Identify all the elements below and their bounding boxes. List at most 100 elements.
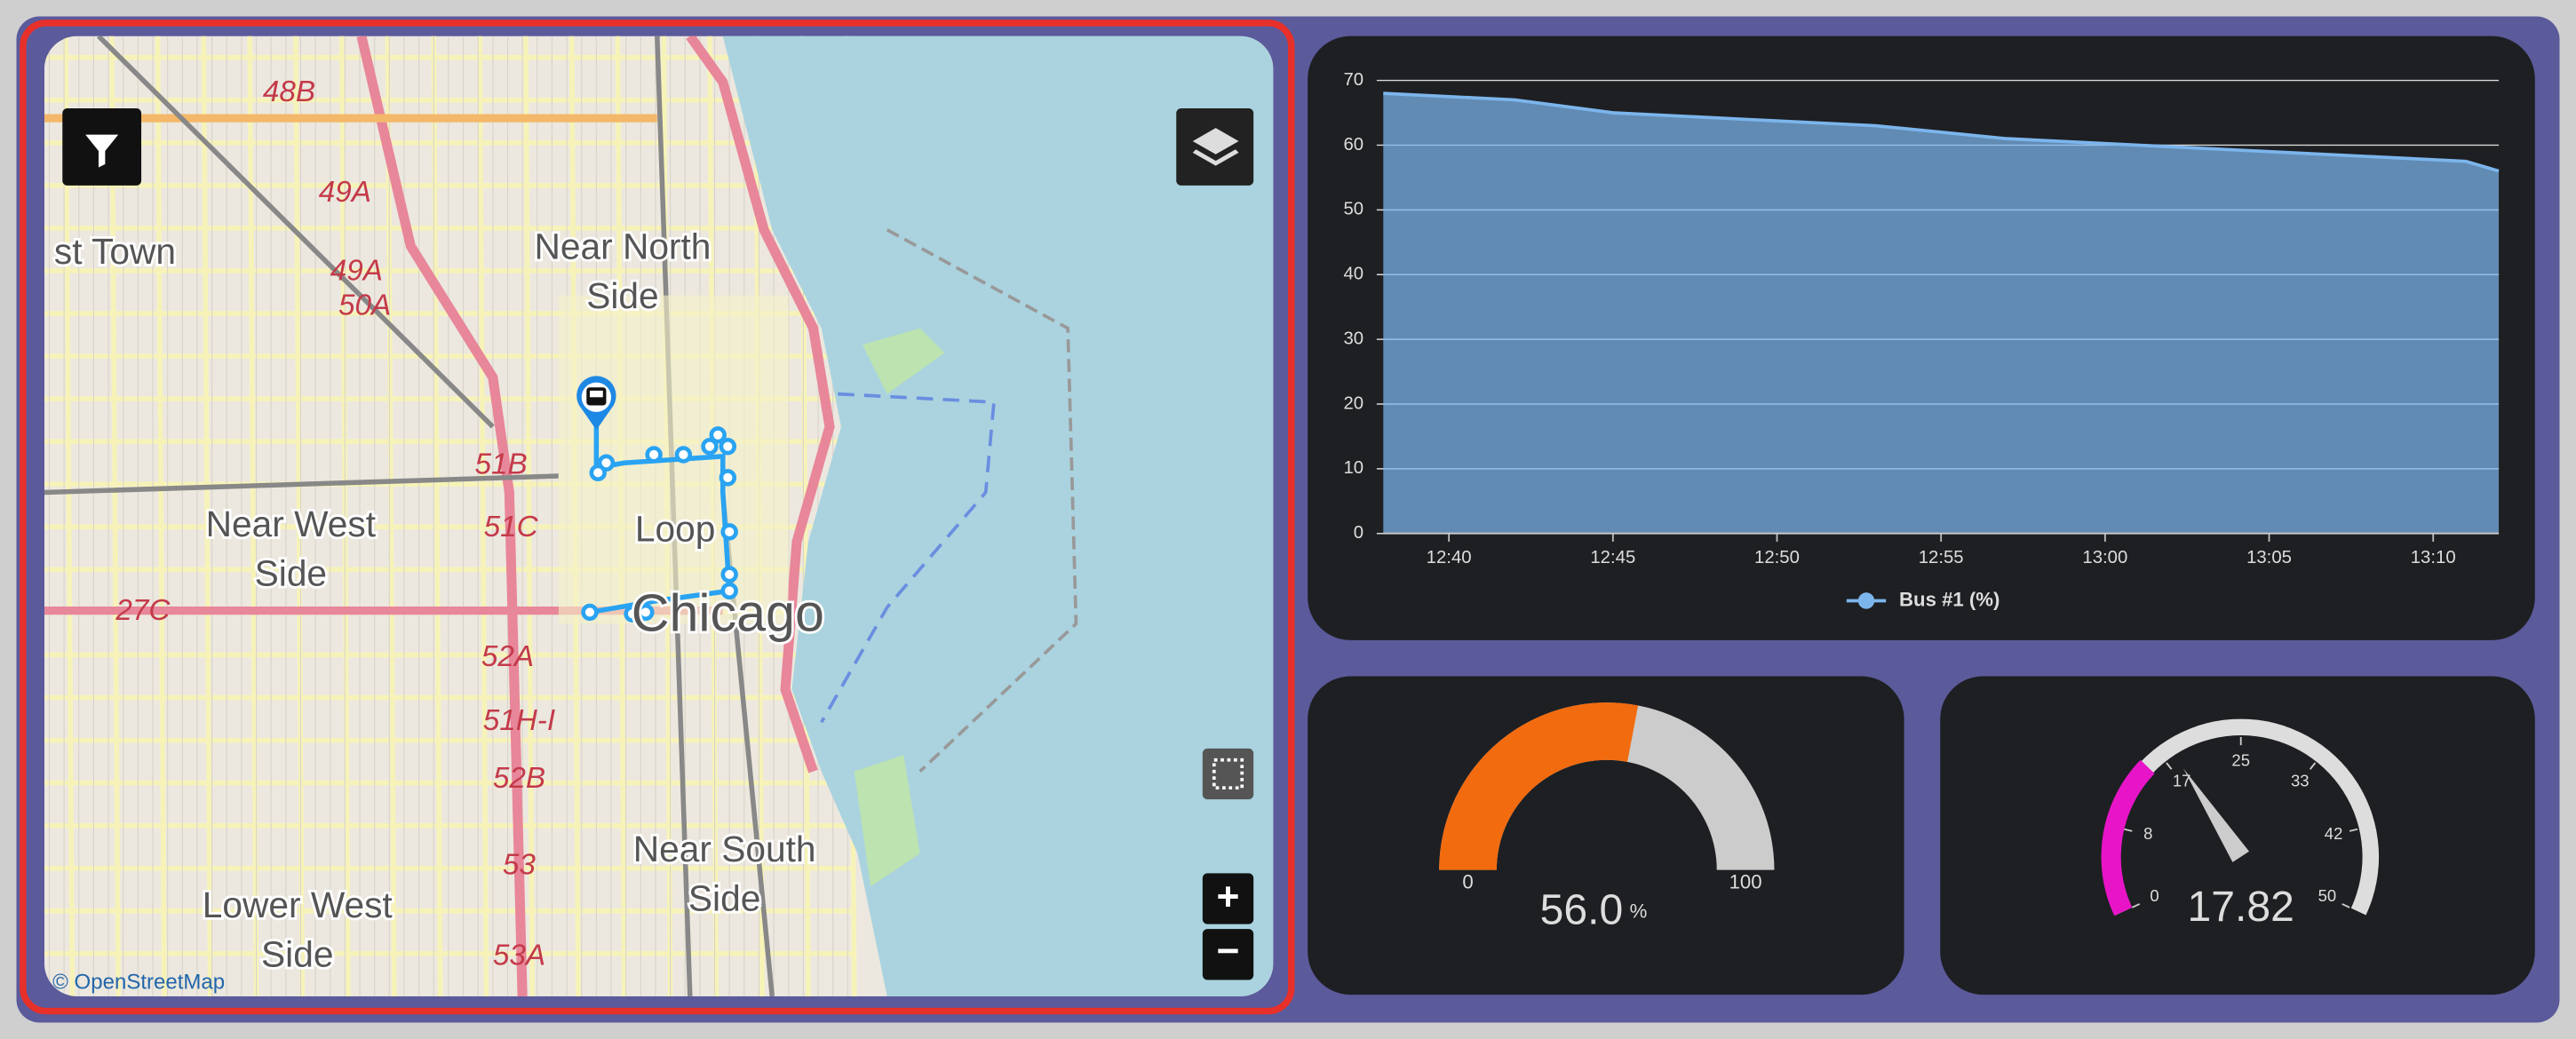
gauge-tick (2124, 828, 2133, 832)
bus-marker[interactable] (576, 376, 616, 431)
place-label: Near West (206, 504, 376, 544)
bus-stop (645, 446, 663, 464)
gauge-tick-label: 33 (2291, 772, 2310, 790)
x-tick-label: 13:05 (2246, 548, 2292, 567)
gauge-tick-label: 8 (2143, 824, 2152, 843)
gauge-tick-label: 25 (2231, 751, 2250, 770)
place-label: Near South (633, 829, 816, 869)
bus-stop (719, 438, 737, 456)
place-label: Chicago (632, 583, 824, 643)
x-tick-label: 12:40 (1427, 548, 1472, 567)
bus-stop (674, 446, 693, 464)
y-tick-label: 50 (1343, 200, 1364, 219)
map-focus-border (20, 20, 1295, 1015)
place-label: Loop (635, 509, 715, 550)
filter-button[interactable] (62, 107, 142, 186)
gauge-value (1439, 702, 1639, 870)
exit-label: 51H-I (483, 704, 555, 737)
exit-label: 53 (503, 849, 537, 882)
legend-item[interactable]: Bus #1 (%) (1846, 588, 2000, 610)
y-tick-label: 20 (1343, 393, 1364, 413)
gauge-value-label: 56.0% (1540, 885, 1648, 933)
gauge-tick-label: 42 (2325, 824, 2343, 843)
street (155, 36, 167, 996)
street (201, 36, 213, 996)
gauge-value-text: 17.82 (2188, 883, 2294, 931)
bus-stop (701, 438, 719, 456)
bus-stop (709, 426, 727, 444)
gauge-panel (1940, 676, 2535, 995)
boundary (820, 392, 996, 724)
street (247, 36, 259, 996)
place-label: Near North (535, 226, 712, 267)
y-tick-label: 70 (1343, 70, 1364, 90)
legend-label: Bus #1 (%) (1899, 588, 2000, 610)
bus-stop (720, 523, 738, 541)
box-select-button[interactable] (1202, 748, 1254, 800)
bus-stop (719, 469, 737, 487)
street (385, 36, 397, 996)
exit-label: 52A (481, 640, 534, 673)
y-tick-label: 0 (1354, 523, 1364, 543)
street (477, 36, 489, 996)
x-tick-label: 12:50 (1754, 548, 1800, 567)
gauge-band (2101, 759, 2155, 916)
gauge-value-label: 17.82 (2188, 883, 2294, 931)
gauge-tick-label: 17 (2173, 772, 2191, 790)
legend-marker (1857, 592, 1875, 609)
stops (581, 426, 738, 623)
breakwater (886, 228, 1078, 773)
zoom-in-button[interactable]: + (1202, 873, 1254, 924)
x-tick-label: 13:10 (2411, 548, 2456, 567)
x-tick-label: 12:45 (1590, 548, 1635, 567)
bus-stop (637, 603, 655, 622)
place-label: Side (586, 275, 658, 316)
y-tick-label: 60 (1343, 135, 1364, 155)
street (108, 36, 121, 996)
line (1383, 91, 2500, 173)
gauge-tick (2166, 762, 2173, 770)
y-tick-label: 10 (1343, 458, 1364, 478)
gauge-tick (2131, 903, 2141, 908)
x-tick-label: 13:00 (2082, 548, 2127, 567)
bus-stop (720, 566, 738, 583)
gauge-unit: % (1630, 900, 1648, 923)
exit-label: 52B (493, 762, 545, 795)
charts: 0 10 20 30 40 50 60 70 12:40 12:45 12:50 12:55 13:00… (1343, 70, 2500, 933)
bus-stop (581, 603, 599, 622)
gauge-tick (2341, 903, 2350, 908)
place-label: Side (255, 553, 327, 594)
gauge-value-text: 56.0 (1540, 885, 1624, 933)
x-tick-label: 12:55 (1919, 548, 1964, 567)
exit-label: 27C (115, 594, 171, 627)
exit-label: 49A (319, 176, 371, 209)
place-label: Side (688, 877, 760, 918)
lake (722, 36, 1274, 996)
exit-label: 51C (484, 511, 539, 543)
zoom-in-label: + (1217, 876, 1240, 919)
rail (44, 36, 775, 996)
place-label: st Town (54, 231, 176, 272)
area (1383, 93, 2500, 534)
highway (356, 36, 528, 996)
gauge-needle (2183, 768, 2250, 862)
layers-button[interactable] (1176, 107, 1254, 186)
place-label: Lower West (203, 884, 393, 925)
bus-stop (589, 464, 607, 482)
gauge-panel (1308, 676, 1904, 995)
streets (44, 36, 857, 996)
gauge-tick-label: 0 (2150, 886, 2159, 905)
attribution[interactable]: © OpenStreetMap (52, 971, 225, 995)
gauge-tick (2309, 762, 2317, 770)
exit-label: 48B (263, 75, 315, 108)
street (63, 36, 76, 996)
street (431, 36, 443, 996)
zoom-out-button[interactable]: − (1202, 929, 1254, 980)
gauge-tick-label: 0 (1462, 870, 1473, 892)
park (854, 328, 945, 887)
street (293, 36, 306, 996)
